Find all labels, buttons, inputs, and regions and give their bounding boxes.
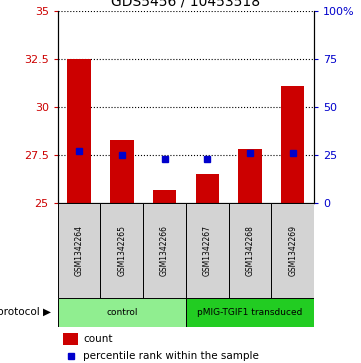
- Bar: [63, 333, 78, 345]
- Text: GSM1342269: GSM1342269: [288, 225, 297, 276]
- Text: count: count: [83, 334, 113, 344]
- Text: percentile rank within the sample: percentile rank within the sample: [83, 351, 259, 362]
- Text: GSM1342266: GSM1342266: [160, 225, 169, 276]
- Text: GSM1342265: GSM1342265: [117, 225, 126, 276]
- Bar: [153, 190, 176, 203]
- Bar: [271, 203, 314, 298]
- Text: GSM1342264: GSM1342264: [75, 225, 84, 276]
- Bar: [186, 203, 229, 298]
- Text: control: control: [106, 308, 138, 317]
- Bar: [229, 203, 271, 298]
- Text: GSM1342268: GSM1342268: [245, 225, 255, 276]
- Bar: [238, 150, 262, 203]
- Text: GSM1342267: GSM1342267: [203, 225, 212, 276]
- Text: protocol ▶: protocol ▶: [0, 307, 51, 317]
- Bar: [68, 59, 91, 203]
- Bar: [100, 203, 143, 298]
- Bar: [281, 86, 304, 203]
- Bar: [58, 298, 186, 327]
- Bar: [143, 203, 186, 298]
- Bar: [110, 140, 134, 203]
- Bar: [186, 298, 314, 327]
- Bar: [58, 203, 100, 298]
- Bar: [196, 174, 219, 203]
- Text: pMIG-TGIF1 transduced: pMIG-TGIF1 transduced: [197, 308, 303, 317]
- Title: GDS5456 / 10453518: GDS5456 / 10453518: [111, 0, 261, 8]
